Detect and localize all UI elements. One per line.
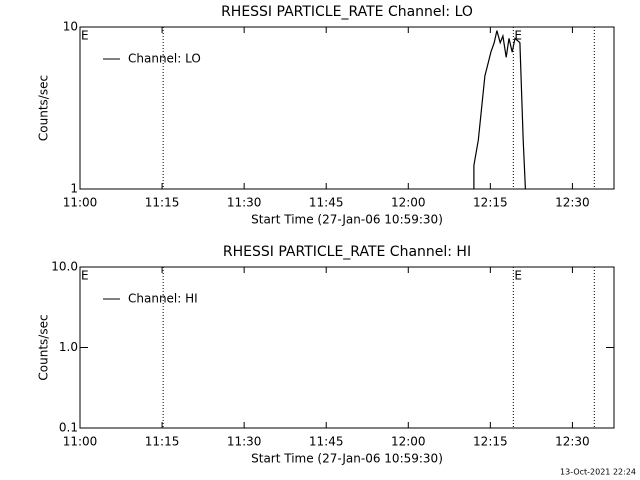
annotation: E — [81, 269, 89, 283]
x-tick-label: 12:00 — [391, 196, 426, 210]
x-tick-label: 11:30 — [227, 196, 262, 210]
x-tick-label: 11:15 — [145, 435, 180, 449]
legend-label: Channel: HI — [128, 292, 198, 306]
x-tick-label: 12:30 — [555, 196, 590, 210]
y-axis-label: Counts/sec — [37, 75, 51, 141]
x-tick-label: 12:15 — [473, 435, 508, 449]
y-axis-label: Counts/sec — [37, 314, 51, 380]
x-tick-label: 11:00 — [63, 196, 98, 210]
legend-label: Channel: LO — [128, 52, 201, 66]
plot-frame — [79, 26, 615, 190]
y-tick-label: 10 — [63, 20, 78, 34]
chart-title: RHESSI PARTICLE_RATE Channel: LO — [221, 4, 473, 20]
annotation: E — [514, 269, 522, 283]
x-tick-label: 12:30 — [555, 435, 590, 449]
x-tick-label: 11:45 — [309, 196, 344, 210]
x-tick-label: 11:30 — [227, 435, 262, 449]
annotation: E — [81, 29, 89, 43]
x-tick-label: 12:15 — [473, 196, 508, 210]
x-tick-label: 11:00 — [63, 435, 98, 449]
y-tick-label: 1 — [70, 182, 78, 196]
x-axis-label: Start Time (27-Jan-06 10:59:30) — [251, 452, 443, 466]
annotation: E — [514, 29, 522, 43]
y-tick-label: 1.0 — [59, 340, 78, 354]
footer: 13-Oct-2021 22:24 — [560, 468, 636, 477]
data-line — [473, 30, 526, 190]
x-tick-label: 11:45 — [309, 435, 344, 449]
y-tick-label: 10.0 — [51, 260, 78, 274]
x-tick-label: 11:15 — [145, 196, 180, 210]
y-tick-label: 0.1 — [59, 421, 78, 435]
x-tick-label: 12:00 — [391, 435, 426, 449]
chart-title: RHESSI PARTICLE_RATE Channel: HI — [223, 244, 471, 260]
x-axis-label: Start Time (27-Jan-06 10:59:30) — [251, 213, 443, 227]
